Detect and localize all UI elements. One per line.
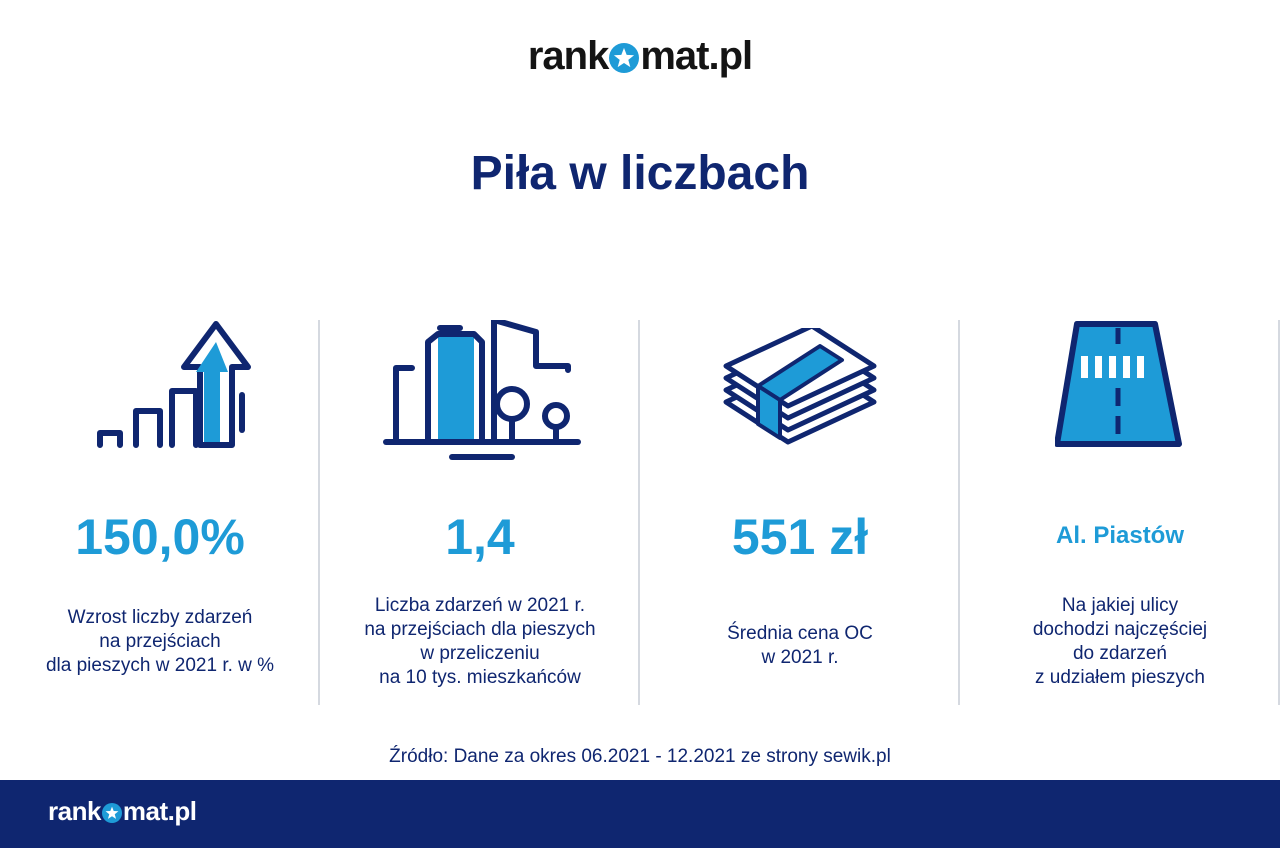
stat-description: Średnia cena OC w 2021 r. [727,623,873,668]
stat-description: Na jakiej ulicy dochodzi najczęściej do … [1032,595,1208,688]
money-stack-icon [640,320,960,460]
stat-card-growth: 150,0% Wzrost liczby zdarzeń na przejści… [0,320,320,705]
star-icon [101,803,122,823]
stat-card-incidents: 1,4 Liczba zdarzeń w 2021 r. na przejści… [320,320,640,705]
source-note: Źródło: Dane za okres 06.2021 - 12.2021 … [389,746,891,767]
stat-value: 150,0% [75,509,245,565]
logo-text-start: rank [48,796,101,826]
star-icon [609,43,640,73]
stat-description: Liczba zdarzeń w 2021 r. na przejściach … [364,595,596,688]
logo-text-start: rank [527,34,609,78]
logo-text-end: mat.pl [640,34,753,78]
stat-description: Wzrost liczby zdarzeń na przejściach dla… [45,607,275,676]
growth-arrow-icon [0,320,320,460]
column-divider [958,320,960,705]
column-divider [1278,320,1280,705]
brand-logo-top: rank mat.pl [0,34,1280,79]
brand-logo-bottom: rank mat.pl [48,796,197,827]
city-buildings-icon [320,320,640,460]
footer-bar: rank mat.pl [0,780,1280,848]
stat-card-street: Al. Piastów Na jakiej ulicy dochodzi naj… [960,320,1280,705]
stat-value: 1,4 [445,509,515,565]
column-divider [318,320,320,705]
column-divider [638,320,640,705]
logo-text-end: mat.pl [122,796,197,826]
stats-row: 150,0% Wzrost liczby zdarzeń na przejści… [0,320,1280,705]
stat-value: 551 zł [731,509,869,565]
stat-value: Al. Piastów [1055,522,1185,549]
stat-card-oc-price: 551 zł Średnia cena OC w 2021 r. [640,320,960,705]
page-title: Piła w liczbach [470,147,810,200]
road-crossing-icon [960,320,1280,460]
